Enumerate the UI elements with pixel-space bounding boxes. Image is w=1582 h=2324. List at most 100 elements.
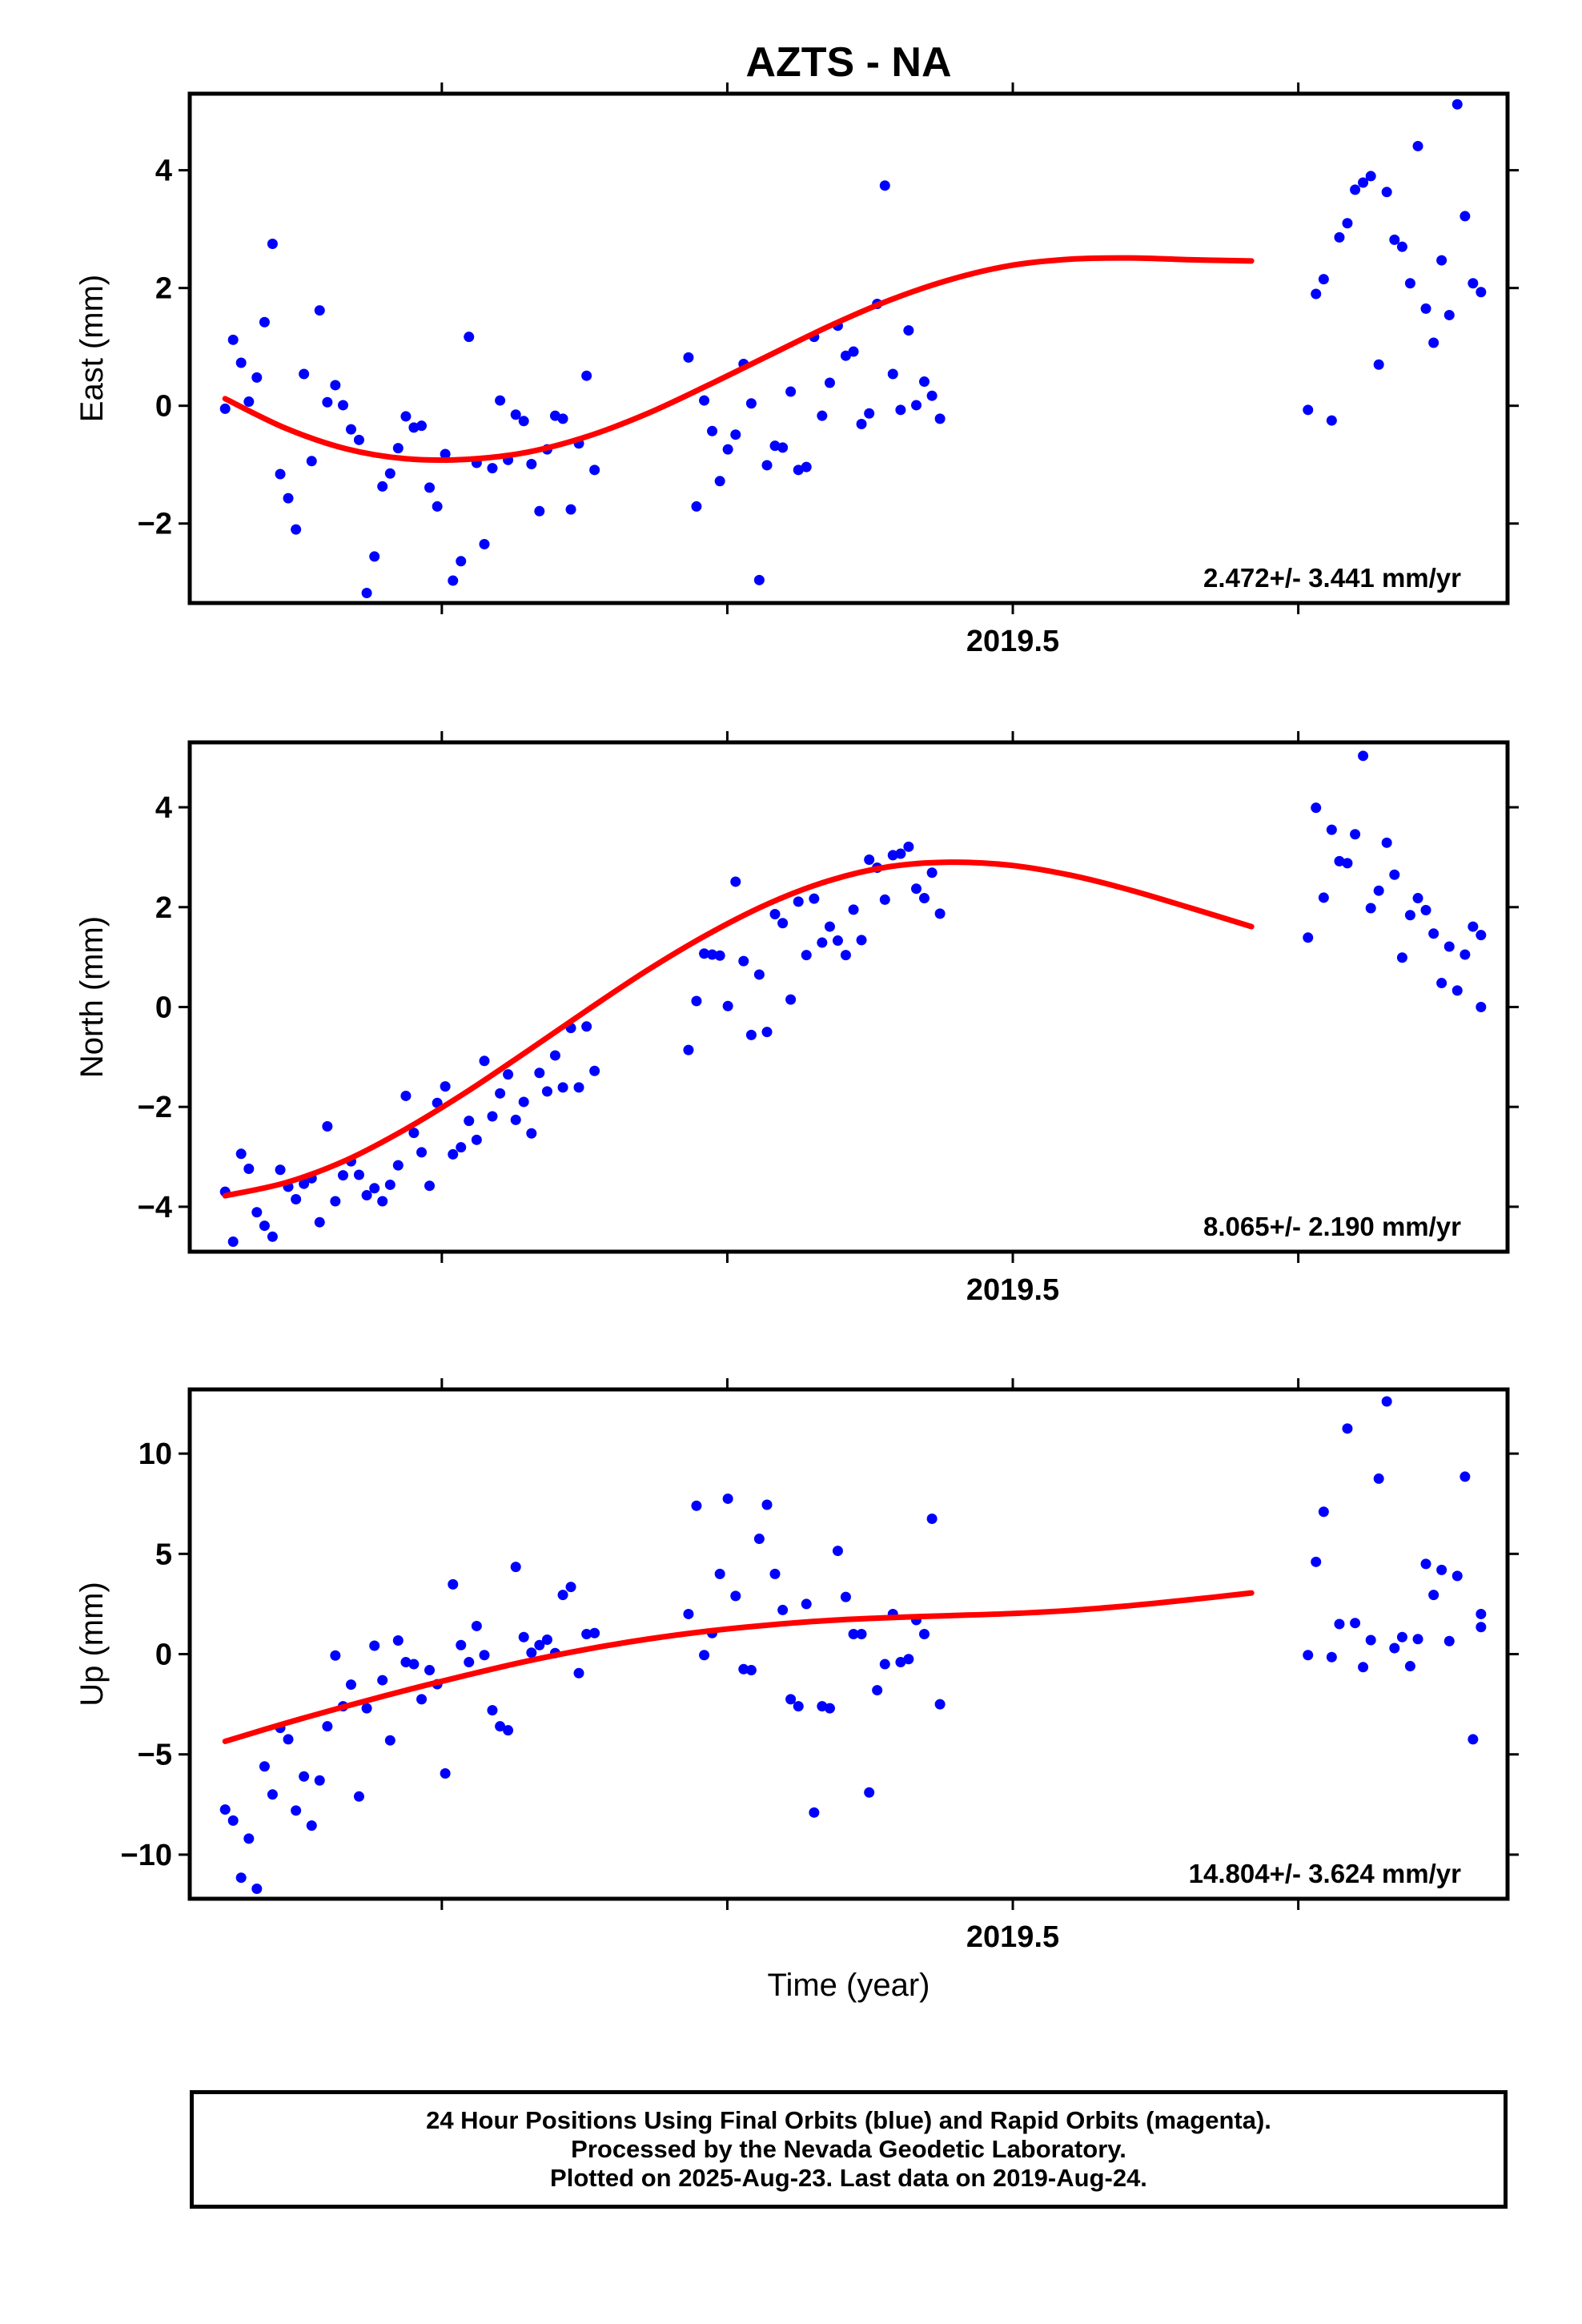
up-data-point xyxy=(1365,1634,1376,1646)
north-xtick-label: 2019.5 xyxy=(966,1273,1059,1307)
up-data-point xyxy=(495,1721,506,1732)
north-data-point xyxy=(291,1194,302,1205)
north-data-point xyxy=(487,1111,498,1122)
north-data-point xyxy=(259,1220,270,1232)
east-data-point xyxy=(887,368,898,380)
north-data-point xyxy=(1350,829,1361,840)
east-data-point xyxy=(361,588,372,599)
up-data-point xyxy=(299,1771,310,1782)
up-points xyxy=(219,1396,1487,1894)
up-data-point xyxy=(801,1598,812,1610)
up-data-point xyxy=(518,1631,529,1642)
east-xtick-label: 2019.5 xyxy=(966,625,1059,658)
east-data-point xyxy=(518,416,529,427)
up-data-point xyxy=(753,1534,765,1545)
east-data-point xyxy=(432,501,443,512)
east-points xyxy=(219,99,1487,599)
up-data-point xyxy=(761,1499,773,1510)
east-data-point xyxy=(745,398,757,409)
east-data-point xyxy=(1303,404,1314,416)
east-data-point xyxy=(1476,287,1487,298)
east-data-point xyxy=(534,505,545,517)
north-data-point xyxy=(534,1068,545,1079)
east-data-point xyxy=(777,442,789,453)
up-data-point xyxy=(227,1815,239,1826)
east-data-point xyxy=(479,538,490,549)
north-data-point xyxy=(526,1128,537,1139)
north-data-point xyxy=(1396,952,1407,963)
east-data-point xyxy=(918,376,930,388)
east-data-point xyxy=(353,434,364,445)
north-data-point xyxy=(777,918,789,929)
up-data-point xyxy=(581,1628,592,1639)
up-data-point xyxy=(1350,1618,1361,1629)
up-data-point xyxy=(856,1628,867,1639)
up-data-point xyxy=(769,1568,781,1579)
up-fit-curve xyxy=(222,1590,1255,1744)
up-data-point xyxy=(541,1634,552,1645)
north-data-point xyxy=(745,1029,757,1040)
up-data-point xyxy=(424,1665,436,1676)
north-data-point xyxy=(314,1216,325,1228)
north-data-point xyxy=(432,1097,443,1108)
east-fit-curve xyxy=(222,255,1255,464)
up-data-point xyxy=(895,1657,906,1668)
east-data-point xyxy=(557,413,568,424)
up-data-point xyxy=(322,1721,333,1732)
north-data-point xyxy=(809,893,820,904)
east-data-point xyxy=(1412,140,1423,151)
east-data-point xyxy=(722,444,733,455)
east-data-point xyxy=(699,395,710,406)
up-data-point xyxy=(456,1639,467,1651)
north-data-point xyxy=(275,1164,286,1176)
north-ytick-label: −2 xyxy=(138,1091,172,1124)
up-ytick-label: 10 xyxy=(139,1437,172,1471)
north-data-point xyxy=(330,1196,341,1207)
figure-title: AZTS - NA xyxy=(745,39,951,86)
north-data-point xyxy=(541,1086,552,1097)
north-data-point xyxy=(1412,893,1423,904)
north-data-point xyxy=(573,1082,584,1093)
east-ytick-label: 4 xyxy=(155,155,172,188)
east-data-point xyxy=(1365,171,1376,182)
up-data-point xyxy=(840,1591,851,1602)
up-data-point xyxy=(1428,1590,1439,1601)
up-data-point xyxy=(345,1679,356,1691)
east-data-point xyxy=(330,380,341,391)
up-data-point xyxy=(777,1604,789,1615)
up-data-point xyxy=(699,1650,710,1661)
east-data-point xyxy=(345,424,356,435)
up-data-point xyxy=(1476,1608,1487,1619)
east-data-point xyxy=(879,180,890,191)
up-data-point xyxy=(1318,1506,1329,1518)
up-data-point xyxy=(487,1705,498,1716)
east-data-point xyxy=(369,551,380,562)
up-data-point xyxy=(1404,1661,1415,1672)
east-data-point xyxy=(1396,241,1407,252)
north-data-point xyxy=(683,1044,694,1055)
east-data-point xyxy=(416,420,428,432)
east-data-point xyxy=(824,377,835,388)
north-data-point xyxy=(1443,941,1455,952)
up-data-point xyxy=(848,1628,859,1639)
east-data-point xyxy=(761,460,773,471)
east-data-point xyxy=(730,429,741,440)
north-data-point xyxy=(848,904,859,915)
north-data-point xyxy=(1420,905,1431,916)
east-data-point xyxy=(526,458,537,469)
north-data-point xyxy=(581,1021,592,1032)
east-data-point xyxy=(707,425,718,436)
up-data-point xyxy=(872,1685,883,1696)
north-data-point xyxy=(392,1160,404,1171)
east-data-point xyxy=(392,443,404,454)
north-data-point xyxy=(518,1096,529,1108)
up-data-point xyxy=(1468,1734,1479,1745)
east-data-point xyxy=(400,411,412,422)
up-data-point xyxy=(1373,1473,1384,1484)
north-data-point xyxy=(353,1169,364,1180)
up-data-point xyxy=(918,1628,930,1639)
east-data-point xyxy=(464,332,475,343)
east-data-point xyxy=(934,413,946,424)
north-data-point xyxy=(495,1088,506,1099)
